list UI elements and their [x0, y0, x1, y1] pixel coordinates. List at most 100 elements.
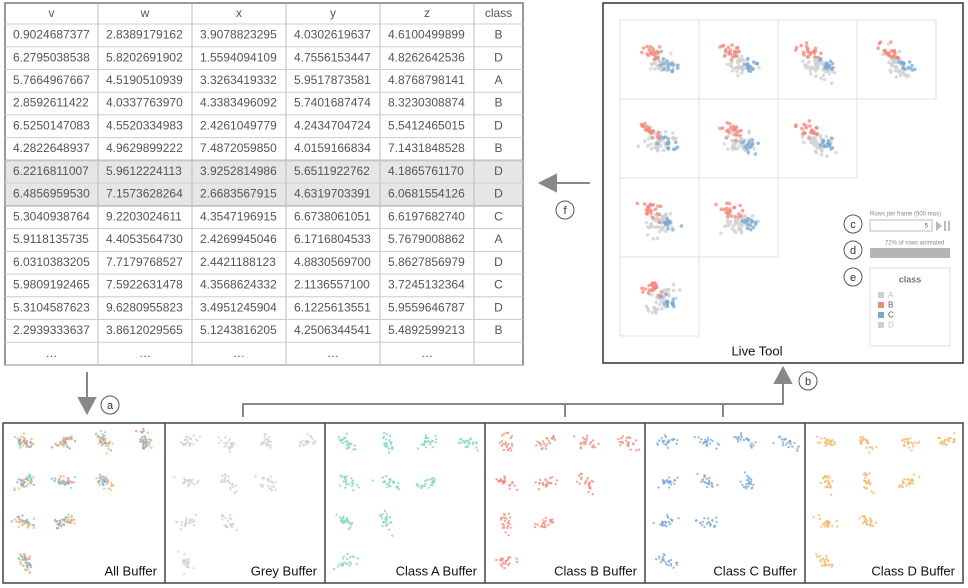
dot [661, 440, 664, 443]
dot [538, 482, 541, 485]
dot [383, 509, 387, 513]
dot [148, 444, 151, 447]
dot [107, 447, 110, 451]
dot [344, 486, 347, 489]
dot [750, 442, 753, 445]
dot [625, 436, 629, 440]
dot [835, 519, 838, 523]
dot [719, 207, 724, 211]
dot [869, 482, 872, 486]
dot [907, 446, 910, 449]
dot [553, 438, 557, 442]
dot [305, 443, 308, 446]
dot [719, 231, 723, 236]
dot [823, 437, 826, 440]
dot [381, 481, 385, 484]
dot [722, 142, 726, 146]
dot [833, 150, 838, 155]
dot [667, 486, 671, 489]
dot [866, 442, 869, 445]
dot [58, 519, 62, 522]
dot [67, 477, 70, 480]
table-cell: … [233, 346, 245, 360]
dot [425, 446, 428, 449]
header-cell: class [485, 6, 512, 20]
dot [188, 444, 191, 447]
dot [669, 558, 673, 562]
dot [501, 442, 505, 446]
dot [386, 486, 389, 489]
dot [662, 482, 665, 485]
dot [781, 441, 785, 444]
callout-label: c [850, 219, 856, 231]
dot [342, 520, 345, 523]
dot [388, 439, 391, 442]
dot [654, 145, 658, 149]
dot [32, 483, 35, 487]
table-cell: 2.4269945046 [200, 232, 277, 246]
dot [702, 520, 705, 524]
dot [674, 296, 678, 300]
dot [219, 480, 222, 483]
dot [97, 436, 100, 439]
dot [784, 443, 788, 446]
dot [389, 479, 392, 482]
dot [299, 441, 302, 444]
dot [897, 49, 902, 54]
dot [662, 288, 667, 292]
plot-cell [777, 98, 858, 179]
dot [941, 443, 944, 446]
rows-per-frame-label: Rows per frame (900 max) [870, 212, 941, 218]
dot [641, 46, 646, 50]
dot [262, 440, 266, 444]
dot [949, 436, 952, 440]
dot [19, 560, 22, 564]
dot [720, 126, 725, 130]
progress-bar [870, 248, 950, 258]
dot [745, 478, 748, 482]
dot [657, 486, 660, 489]
dot [893, 51, 897, 56]
legend-title: class [899, 274, 922, 284]
dot [828, 59, 833, 64]
dot [185, 559, 188, 562]
dot [707, 482, 710, 486]
dot [647, 283, 651, 288]
dot [650, 136, 655, 140]
dot [504, 441, 507, 444]
dot [99, 476, 102, 479]
dot [828, 520, 831, 524]
dot [865, 446, 868, 450]
dot [109, 449, 113, 452]
dot [434, 441, 438, 444]
table-cell: A [494, 232, 502, 246]
dot [515, 557, 518, 560]
dot [649, 142, 653, 146]
dot [391, 534, 394, 537]
dot [506, 521, 509, 525]
dot [862, 435, 865, 439]
dot [348, 442, 351, 446]
dot [901, 481, 904, 485]
dot [50, 477, 53, 480]
dot [711, 518, 714, 522]
dot [663, 554, 666, 557]
dot [230, 526, 233, 529]
dot [824, 562, 827, 565]
dot [187, 485, 190, 488]
dot [828, 563, 831, 566]
dot [666, 64, 671, 69]
dot [66, 445, 69, 449]
dot [871, 447, 874, 451]
dot [356, 557, 360, 560]
dot [749, 480, 753, 483]
dot [952, 441, 955, 444]
dot [579, 442, 582, 446]
dot [591, 445, 594, 448]
table-cell: 0.9024687377 [13, 28, 90, 42]
dot [381, 476, 384, 479]
dot [593, 446, 597, 449]
dot [510, 449, 513, 452]
dot [904, 438, 908, 441]
dot [647, 288, 652, 293]
